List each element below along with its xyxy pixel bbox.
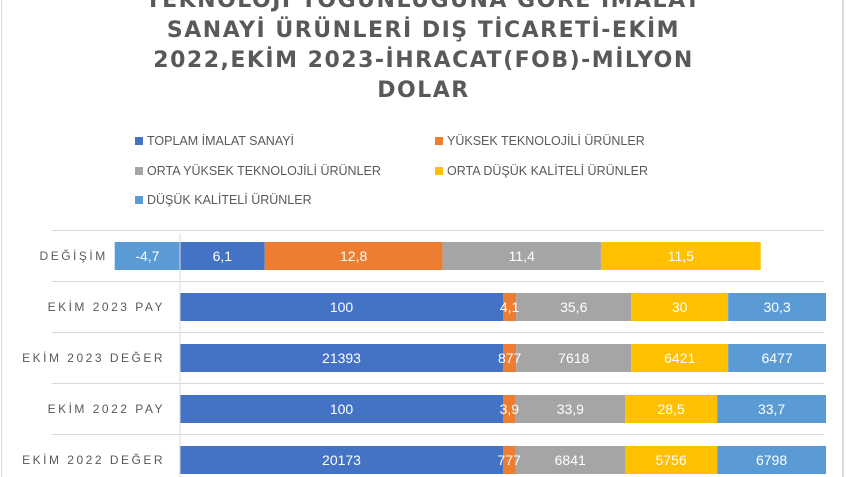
- legend-swatch: [135, 137, 143, 145]
- data-label: 777: [498, 452, 522, 468]
- bar-segment: [717, 446, 826, 474]
- bar-segment: [503, 344, 517, 372]
- data-label: 30,3: [763, 299, 790, 315]
- bar-segment: [728, 344, 826, 372]
- data-label: 6421: [664, 350, 695, 366]
- title-line: TEKNOLOJİ YOĞUNLUĞUNA GÖRE İMALAT: [145, 0, 702, 13]
- legend-label: ORTA DÜŞÜK KALİTELİ ÜRÜNLER: [447, 164, 648, 178]
- bar-segment: [503, 293, 517, 321]
- data-label: 11,5: [668, 248, 694, 264]
- data-label: 12,8: [340, 248, 367, 264]
- data-label: 33,9: [557, 401, 584, 417]
- data-label: 28,5: [657, 401, 684, 417]
- data-label: 100: [330, 401, 354, 417]
- data-label: 5756: [655, 452, 686, 468]
- legend-item: ORTA YÜKSEK TEKNOLOJİLİ ÜRÜNLER: [135, 164, 381, 178]
- data-label: 6,1: [213, 248, 233, 264]
- data-label: 30: [672, 299, 688, 315]
- bar-segment: [180, 344, 503, 372]
- data-label: 100: [330, 299, 354, 315]
- data-label: 11,4: [509, 248, 535, 264]
- bar-segment: [114, 242, 180, 270]
- bar-segment: [503, 446, 516, 474]
- bar-segment: [728, 293, 826, 321]
- bar-segment: [516, 344, 632, 372]
- data-label: 35,6: [560, 299, 587, 315]
- bar-segment: [516, 293, 632, 321]
- legend-item: YÜKSEK TEKNOLOJİLİ ÜRÜNLER: [435, 134, 645, 148]
- category-label: EKİM 2023 PAY: [48, 300, 165, 314]
- legend-swatch: [435, 137, 443, 145]
- title-line: 2022,EKİM 2023-İHRACAT(FOB)-MİLYON: [153, 48, 694, 73]
- data-label: -4,7: [135, 248, 159, 264]
- legend-item: TOPLAM İMALAT SANAYİ: [135, 134, 294, 148]
- title-line: DOLAR: [377, 78, 470, 103]
- bar-segment: [624, 446, 718, 474]
- bar-segment: [180, 293, 503, 321]
- category-label: EKİM 2022 PAY: [48, 402, 165, 416]
- bar-segment: [264, 242, 443, 270]
- data-label: 877: [498, 350, 522, 366]
- chart-title: TEKNOLOJİ YOĞUNLUĞUNA GÖRE İMALAT SANAYİ…: [0, 0, 847, 106]
- data-label: 6841: [555, 452, 586, 468]
- category-label: DEĞİŞİM: [40, 248, 108, 263]
- title-line: SANAYİ ÜRÜNLERİ DIŞ TİCARETİ-EKİM: [166, 18, 681, 43]
- data-label: 6477: [762, 350, 793, 366]
- legend-label: DÜŞÜK KALİTELİ ÜRÜNLER: [147, 193, 312, 207]
- legend-label: YÜKSEK TEKNOLOJİLİ ÜRÜNLER: [447, 134, 645, 148]
- bar-segment: [503, 395, 516, 423]
- bar-segment: [442, 242, 601, 270]
- bar-segment: [180, 446, 504, 474]
- data-label: 7618: [558, 350, 589, 366]
- legend-label: TOPLAM İMALAT SANAYİ: [147, 134, 295, 148]
- legend-swatch: [435, 167, 443, 175]
- data-label: 21393: [322, 350, 361, 366]
- data-label: 3,9: [500, 401, 520, 417]
- legend-item: DÜŞÜK KALİTELİ ÜRÜNLER: [135, 193, 312, 207]
- bar-segment: [631, 293, 729, 321]
- bar-segment: [625, 395, 718, 423]
- legend-item: ORTA DÜŞÜK KALİTELİ ÜRÜNLER: [435, 164, 648, 178]
- legend-label: ORTA YÜKSEK TEKNOLOJİLİ ÜRÜNLER: [147, 164, 381, 178]
- data-label: 33,7: [758, 401, 785, 417]
- category-label: EKİM 2022 DEĞER: [22, 452, 165, 467]
- data-label: 4,1: [500, 299, 520, 315]
- bar-segment: [631, 344, 729, 372]
- data-label: 20173: [322, 452, 361, 468]
- data-label: 6798: [756, 452, 787, 468]
- bar-segment: [600, 242, 761, 270]
- bar-segment: [515, 446, 625, 474]
- category-label: EKİM 2023 DEĞER: [22, 350, 165, 365]
- bar-segment: [515, 395, 626, 423]
- bar-segment: [180, 395, 503, 423]
- bar-segment: [180, 242, 265, 270]
- legend-swatch: [135, 167, 143, 175]
- legend-swatch: [135, 196, 143, 204]
- bar-segment: [717, 395, 826, 423]
